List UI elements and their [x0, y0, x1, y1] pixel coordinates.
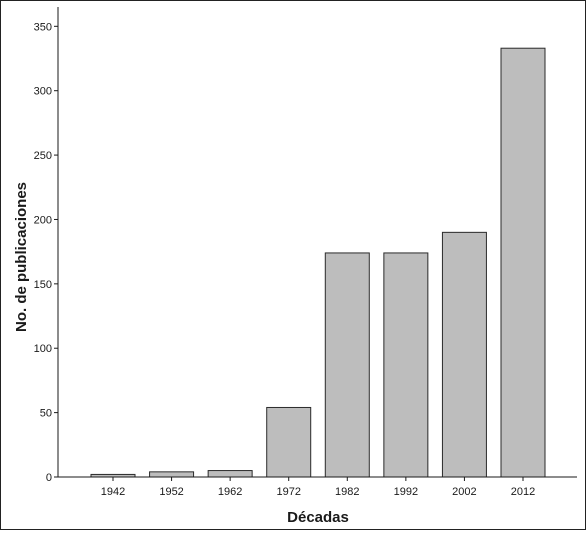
x-axis-title: Décadas	[287, 509, 349, 526]
bars-group	[90, 47, 546, 478]
bar-1982	[324, 252, 370, 478]
x-axis: 1942 1952 1962 1972 1982 1992 2002 2012	[58, 476, 577, 498]
x-tick-label-1942: 1942	[101, 486, 125, 498]
x-tick-label-1982: 1982	[335, 486, 359, 498]
y-tick-label-250: 250	[34, 150, 52, 162]
x-tick-label-2002: 2002	[452, 486, 476, 498]
y-axis: 0 50 100 150 200 250 300 350	[34, 7, 59, 484]
y-tick-label-300: 300	[34, 86, 52, 98]
bar-1962	[207, 470, 253, 478]
y-tick-label-50: 50	[40, 408, 52, 420]
x-tick-label-2012: 2012	[511, 486, 535, 498]
bar-1952	[149, 471, 195, 478]
y-axis-title: No. de publicaciones	[13, 182, 30, 332]
x-tick-label-1992: 1992	[394, 486, 418, 498]
bar-1972	[266, 406, 312, 478]
bar-1992	[383, 252, 429, 478]
x-tick-label-1972: 1972	[276, 486, 300, 498]
y-tick-label-150: 150	[34, 279, 52, 291]
y-tick-label-350: 350	[34, 21, 52, 33]
y-tick-label-100: 100	[34, 343, 52, 355]
bar-2012	[500, 47, 546, 478]
x-tick-label-1962: 1962	[218, 486, 242, 498]
y-tick-label-200: 200	[34, 214, 52, 226]
x-tick-label-1952: 1952	[159, 486, 183, 498]
y-tick-label-0: 0	[46, 472, 52, 484]
bar-2002	[441, 231, 487, 478]
